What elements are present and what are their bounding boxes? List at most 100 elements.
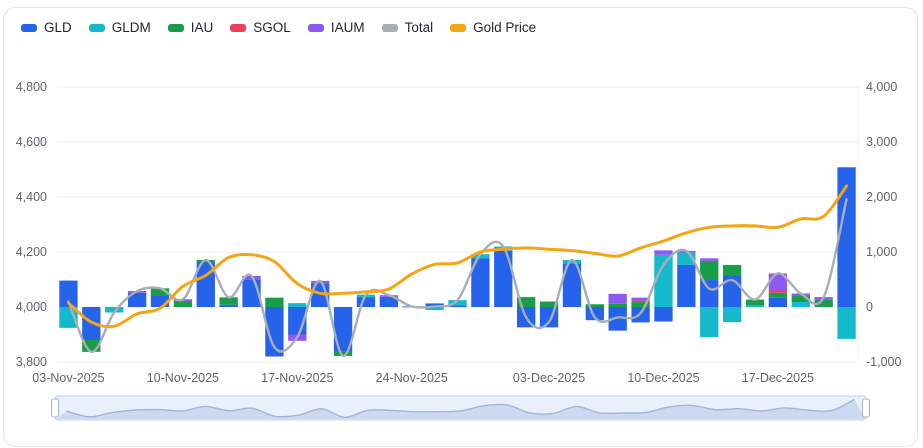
x-axis-label: 03-Nov-2025 [32, 371, 104, 385]
bar-segment-iau[interactable] [585, 304, 604, 307]
legend-swatch-icon [230, 23, 247, 32]
legend-label: GLDM [111, 20, 151, 35]
bar-segment-gldm[interactable] [700, 307, 719, 338]
bar-segment-sgol[interactable] [768, 290, 788, 293]
bar-segment-gld[interactable] [127, 292, 147, 307]
bar-segment-gld[interactable] [471, 258, 490, 307]
bar-segment-gld[interactable] [59, 280, 78, 307]
bar-segment-iau[interactable] [539, 301, 559, 308]
x-axis-label: 17-Nov-2025 [261, 371, 333, 385]
bar-segment-gld[interactable] [539, 307, 559, 328]
bar-segment-gld[interactable] [677, 264, 696, 307]
bar-segment-iau[interactable] [517, 297, 536, 307]
legend-swatch-icon [167, 23, 184, 32]
bar-segment-iau[interactable] [768, 292, 788, 298]
x-axis-label: 10-Nov-2025 [147, 371, 219, 385]
bar-segment-iau[interactable] [82, 340, 101, 352]
legend-swatch-icon [21, 23, 37, 32]
legend-item-iaum[interactable]: IAUM [307, 20, 365, 35]
bar-segment-gldm[interactable] [562, 259, 582, 264]
bar-segment-gldm[interactable] [448, 300, 467, 306]
x-axis-label: 17-Dec-2025 [742, 371, 814, 385]
y-axis-left-label: 4,600 [16, 135, 47, 149]
bar-segment-iau[interactable] [608, 303, 627, 307]
legend-label: Gold Price [473, 20, 537, 35]
datazoom-handle-right[interactable] [862, 398, 870, 418]
bar-segment-iau[interactable] [745, 299, 765, 306]
bar-segment-gld[interactable] [333, 307, 353, 352]
bar-segment-gldm[interactable] [745, 305, 765, 307]
bar-segment-gld[interactable] [265, 307, 284, 357]
legend-item-total[interactable]: Total [381, 20, 434, 35]
bar-segment-gld[interactable] [562, 263, 582, 307]
legend-item-iau[interactable]: IAU [167, 21, 213, 35]
bar-segment-iaum[interactable] [631, 297, 650, 301]
bar-segment-gldm[interactable] [791, 302, 810, 307]
y-axis-right-label: 4,000 [866, 80, 897, 94]
bar-segment-gld[interactable] [379, 296, 398, 307]
legend-item-gld[interactable]: GLD [21, 21, 72, 35]
bar-segment-iau[interactable] [722, 264, 742, 276]
bar-segment-gldm[interactable] [722, 307, 742, 323]
bar-segment-iau[interactable] [631, 302, 650, 307]
y-axis-right-label: 1,000 [866, 245, 897, 259]
legend-swatch-icon [307, 23, 324, 32]
bar-segment-sgol[interactable] [631, 300, 650, 303]
datazoom-preview-area [56, 399, 865, 419]
bar-segment-gld[interactable] [608, 307, 627, 331]
y-axis-right-label: 0 [866, 300, 873, 314]
y-axis-left-label: 3,800 [16, 355, 47, 369]
y-axis-left-label: 4,800 [16, 80, 47, 94]
legend-label: Total [404, 20, 434, 35]
y-axis-right-label: 2,000 [866, 190, 897, 204]
bar-segment-iau[interactable] [150, 288, 170, 296]
bar-segment-iau[interactable] [333, 351, 353, 356]
legend-item-gold-price[interactable]: Gold Price [450, 21, 536, 35]
legend-item-gldm[interactable]: GLDM [88, 20, 151, 35]
bar-segment-gldm[interactable] [837, 307, 856, 339]
bar-segment-iau[interactable] [791, 296, 810, 303]
bar-segment-gld[interactable] [654, 307, 673, 322]
bar-segment-iaum[interactable] [654, 250, 673, 255]
bar-segment-gldm[interactable] [288, 303, 307, 307]
bar-segment-iaum[interactable] [608, 293, 627, 304]
bar-segment-gld[interactable] [494, 250, 513, 307]
bar-segment-iau[interactable] [173, 301, 193, 308]
x-axis-label: 03-Dec-2025 [513, 371, 585, 385]
bar-segment-gldm[interactable] [654, 254, 673, 307]
legend-label: GLD [44, 20, 72, 35]
legend-label: SGOL [253, 20, 291, 35]
bar-segment-iau[interactable] [219, 297, 238, 305]
bar-segment-gld[interactable] [219, 304, 238, 307]
legend-item-sgol[interactable]: SGOL [230, 21, 291, 35]
bar-segment-iau[interactable] [700, 260, 719, 281]
bar-segment-iau[interactable] [265, 297, 284, 307]
bar-segment-gld[interactable] [700, 280, 719, 307]
bar-segment-gld[interactable] [768, 297, 788, 307]
y-axis-right-label: 3,000 [866, 135, 897, 149]
bar-segment-iau[interactable] [814, 299, 833, 307]
bar-segment-gldm[interactable] [425, 307, 444, 311]
total-line [67, 198, 848, 358]
x-axis-label: 24-Nov-2025 [376, 371, 448, 385]
legend-swatch-icon [450, 23, 467, 32]
bar-segment-gld[interactable] [837, 167, 856, 307]
bar-segment-iau[interactable] [196, 259, 215, 263]
y-axis-left-label: 4,000 [16, 300, 47, 314]
bar-segment-gld[interactable] [356, 297, 376, 307]
bar-segment-gld[interactable] [448, 305, 467, 307]
chart-legend: GLD GLDM IAU SGOL IAUM Total Gold Price [21, 21, 536, 35]
x-axis-label: 10-Dec-2025 [627, 371, 699, 385]
legend-label: IAUM [330, 20, 365, 35]
y-axis-left-label: 4,400 [16, 190, 47, 204]
y-axis-right-label: -1,000 [866, 355, 901, 369]
legend-swatch-icon [381, 23, 398, 32]
bar-segment-gldm[interactable] [471, 254, 490, 259]
bar-segment-iaum[interactable] [700, 258, 719, 261]
datazoom-handle-left[interactable] [51, 398, 59, 418]
bar-segment-gldm[interactable] [105, 307, 124, 313]
gold-price-line [66, 184, 849, 329]
bar-segment-gld[interactable] [150, 296, 170, 307]
